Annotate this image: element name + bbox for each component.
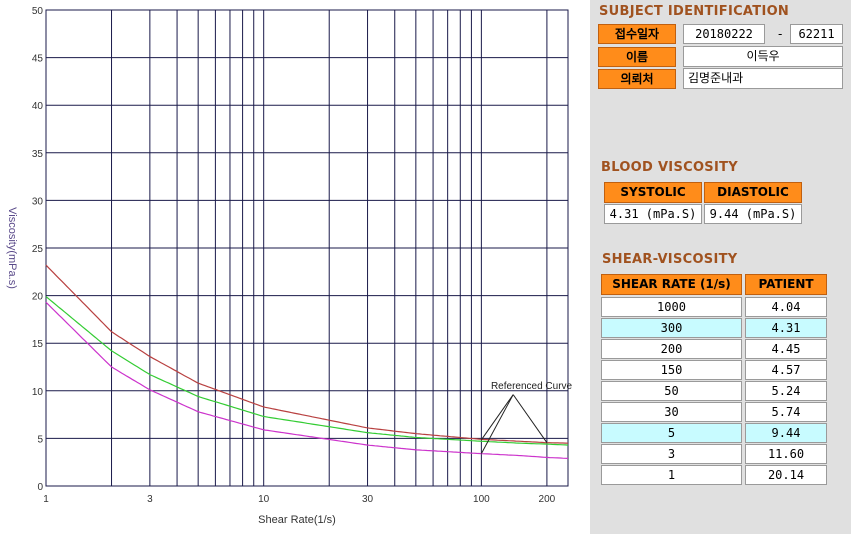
patient-value-cell: 20.14 [745,465,827,485]
id-field[interactable]: 62211 [790,24,843,44]
diastolic-value: 9.44 (mPa.S) [704,204,802,224]
shear-rate-cell: 200 [601,339,742,359]
y-tick-label: 45 [32,54,44,65]
subject-section-title: SUBJECT IDENTIFICATION [599,4,790,19]
date-field[interactable]: 20180222 [683,24,765,44]
patient-value-cell: 4.45 [745,339,827,359]
shear-rate-cell: 5 [601,423,742,443]
blood-section-title: BLOOD VISCOSITY [601,160,738,175]
viscosity-chart: 0 5 10 15 20 25 30 35 40 45 50 1 3 10 30 100 200 Shear Ra… [6,6,573,526]
name-field[interactable]: 이득우 [683,46,843,67]
diastolic-label: DIASTOLIC [704,182,802,203]
y-tick-label: 10 [32,387,44,398]
shear-rate-cell: 1000 [601,297,742,317]
y-tick-label: 40 [32,101,44,112]
systolic-label: SYSTOLIC [604,182,702,203]
x-axis-label: Shear Rate(1/s) [258,514,336,526]
x-tick-label: 10 [258,494,270,505]
systolic-value: 4.31 (mPa.S) [604,204,702,224]
patient-value-cell: 5.24 [745,381,827,401]
shear-rate-cell: 50 [601,381,742,401]
shear-rate-cell: 1 [601,465,742,485]
x-tick-label: 3 [147,494,153,505]
y-tick-label: 35 [32,149,44,160]
x-tick-label: 30 [362,494,374,505]
patient-header: PATIENT [745,274,827,295]
y-tick-label: 0 [37,482,43,493]
referrer-field[interactable]: 김명준내과 [683,68,843,89]
referrer-label: 의뢰처 [598,69,676,89]
x-tick-label: 100 [473,494,490,505]
y-tick-label: 20 [32,292,44,303]
patient-value-cell: 4.04 [745,297,827,317]
y-tick-label: 15 [32,339,44,350]
patient-value-cell: 11.60 [745,444,827,464]
annotation-pointer [480,394,514,454]
info-panel: SUBJECT IDENTIFICATION 접수일자 20180222 - 6… [590,0,851,534]
shear-rate-cell: 150 [601,360,742,380]
patient-value-cell: 4.57 [745,360,827,380]
annotation-pointer [480,394,514,441]
patient-value-cell: 5.74 [745,402,827,422]
patient-value-cell: 4.31 [745,318,827,338]
reference-annotation: Referenced Curve [491,381,573,392]
y-tick-label: 30 [32,196,44,207]
date-label: 접수일자 [598,24,676,44]
y-tick-label: 25 [32,244,44,255]
shear-rate-cell: 3 [601,444,742,464]
series-line [45,264,569,444]
x-tick-label: 1 [43,494,49,505]
y-axis-label: Viscosity(mPa.s) [6,207,18,289]
patient-value-cell: 9.44 [745,423,827,443]
x-tick-label: 200 [539,494,556,505]
y-tick-label: 5 [37,434,43,445]
chart-svg: 0 5 10 15 20 25 30 35 40 45 50 1 3 10 30 100 200 Shear Ra… [6,6,573,526]
shear-rate-cell: 30 [601,402,742,422]
shear-rate-cell: 300 [601,318,742,338]
shear-section-title: SHEAR-VISCOSITY [602,252,738,267]
name-label: 이름 [598,47,676,67]
series-line [45,296,569,446]
annotation-pointer [512,394,548,443]
date-id-separator: - [778,27,783,41]
shear-rate-header: SHEAR RATE (1/s) [601,274,742,295]
y-tick-label: 50 [32,6,44,17]
series-line [45,301,569,459]
